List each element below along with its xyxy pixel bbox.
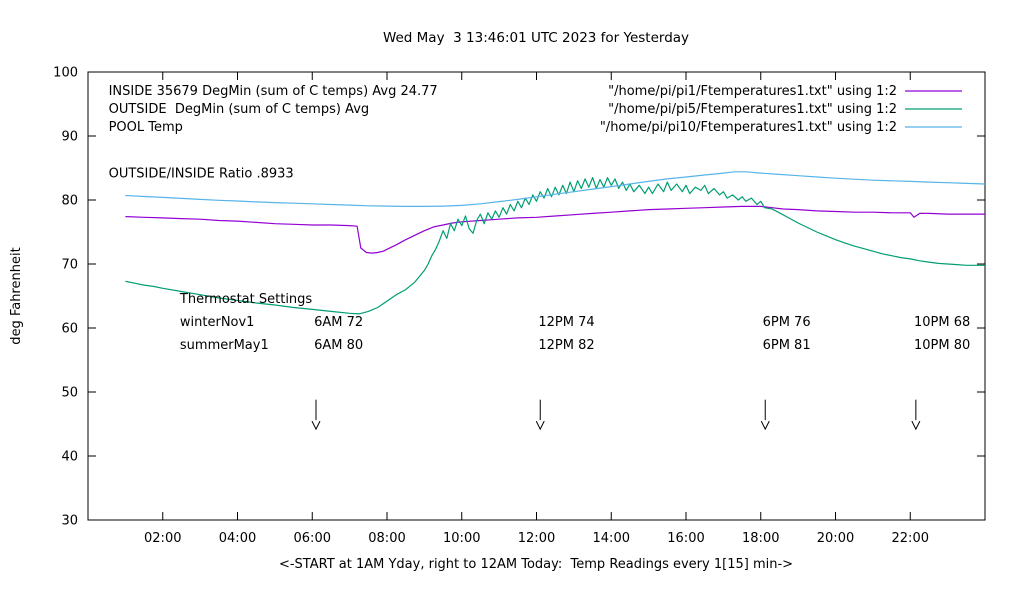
arrow-head-icon <box>911 420 921 431</box>
annotation-1: OUTSIDE DegMin (sum of C temps) Avg <box>109 102 370 117</box>
annotation-9: 10PM 68 <box>914 315 970 330</box>
x-tick-label: 04:00 <box>219 531 256 546</box>
y-tick-label: 100 <box>53 66 78 81</box>
annotation-13: 6PM 81 <box>763 338 811 353</box>
y-tick-label: 70 <box>61 258 78 273</box>
y-tick-label: 90 <box>61 130 78 145</box>
annotation-5: winterNov1 <box>180 315 255 330</box>
annotation-2: POOL Temp <box>109 120 183 135</box>
arrow-head-icon <box>535 420 545 431</box>
series-line-outside <box>125 177 985 315</box>
x-tick-label: 02:00 <box>144 531 181 546</box>
x-tick-label: 18:00 <box>742 531 779 546</box>
legend-label-outside: "/home/pi/pi5/Ftemperatures1.txt" using … <box>608 102 897 117</box>
legend-label-pool: "/home/pi/pi10/Ftemperatures1.txt" using… <box>600 120 897 135</box>
annotation-3: OUTSIDE/INSIDE Ratio .8933 <box>109 167 294 182</box>
x-tick-label: 14:00 <box>593 531 630 546</box>
y-axis-label: deg Fahrenheit <box>9 247 24 344</box>
x-tick-label: 10:00 <box>443 531 480 546</box>
x-axis-label: <-START at 1AM Yday, right to 12AM Today… <box>279 557 793 572</box>
x-tick-label: 20:00 <box>817 531 854 546</box>
y-tick-label: 60 <box>61 322 78 337</box>
chart-title: Wed May 3 13:46:01 UTC 2023 for Yesterda… <box>383 30 689 46</box>
arrow-head-icon <box>760 420 770 431</box>
x-tick-label: 08:00 <box>368 531 405 546</box>
x-tick-label: 22:00 <box>892 531 929 546</box>
x-tick-label: 06:00 <box>294 531 331 546</box>
x-tick-label: 12:00 <box>518 531 555 546</box>
annotation-4: Thermostat Settings <box>179 292 313 307</box>
y-tick-label: 50 <box>61 386 78 401</box>
annotation-0: INSIDE 35679 DegMin (sum of C temps) Avg… <box>109 84 438 99</box>
annotation-12: 12PM 82 <box>538 338 594 353</box>
annotation-8: 6PM 76 <box>763 315 811 330</box>
annotation-11: 6AM 80 <box>314 338 363 353</box>
annotation-14: 10PM 80 <box>914 338 970 353</box>
x-tick-label: 16:00 <box>667 531 704 546</box>
annotation-7: 12PM 74 <box>538 315 594 330</box>
arrow-head-icon <box>311 420 321 431</box>
series-line-pool <box>125 171 986 207</box>
y-tick-label: 40 <box>61 450 78 465</box>
annotation-10: summerMay1 <box>180 338 269 353</box>
plot-area: 02:00 04:00 06:00 08:00 10:00 12:00 14:00 16:00… <box>53 66 986 546</box>
annotation-6: 6AM 72 <box>314 315 363 330</box>
series-line-inside <box>125 205 985 254</box>
y-tick-label: 30 <box>61 514 78 529</box>
y-tick-label: 80 <box>61 194 78 209</box>
legend-label-inside: "/home/pi/pi1/Ftemperatures1.txt" using … <box>608 84 897 99</box>
